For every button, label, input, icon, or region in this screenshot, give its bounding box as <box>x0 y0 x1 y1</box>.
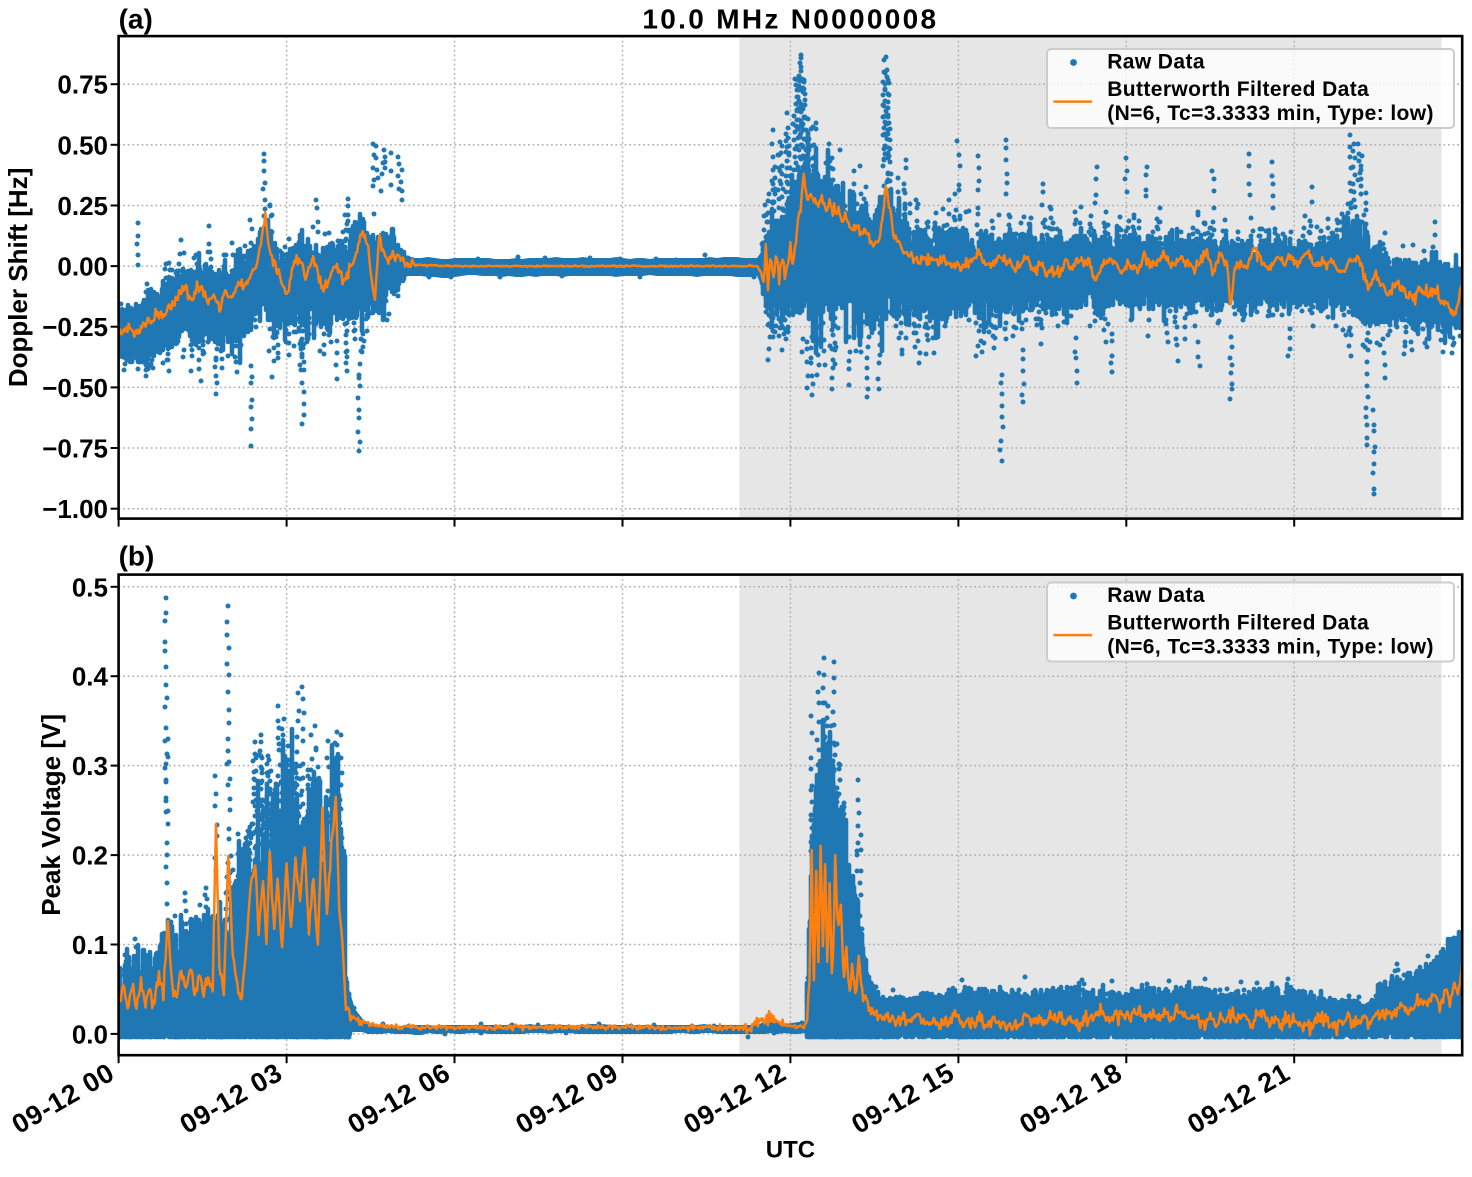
svg-text:−0.75: −0.75 <box>42 434 108 464</box>
svg-text:0.2: 0.2 <box>72 841 108 871</box>
svg-text:0.50: 0.50 <box>57 130 108 160</box>
svg-text:(N=6, Tc=3.3333 min, Type: low: (N=6, Tc=3.3333 min, Type: low) <box>1107 635 1434 658</box>
svg-text:Butterworth Filtered Data: Butterworth Filtered Data <box>1107 612 1369 635</box>
svg-text:0.5: 0.5 <box>72 572 108 602</box>
svg-text:Butterworth Filtered Data: Butterworth Filtered Data <box>1107 78 1369 101</box>
svg-text:Raw Data: Raw Data <box>1107 584 1205 607</box>
svg-text:(N=6, Tc=3.3333 min, Type: low: (N=6, Tc=3.3333 min, Type: low) <box>1107 102 1434 125</box>
svg-text:−0.50: −0.50 <box>42 373 108 403</box>
svg-text:0.4: 0.4 <box>72 662 109 692</box>
svg-text:Doppler Shift [Hz]: Doppler Shift [Hz] <box>3 168 33 388</box>
svg-text:−1.00: −1.00 <box>42 494 108 524</box>
svg-text:(b): (b) <box>119 541 155 572</box>
svg-text:UTC: UTC <box>766 1137 815 1164</box>
svg-text:10.0 MHz N0000008: 10.0 MHz N0000008 <box>642 4 938 35</box>
svg-text:(a): (a) <box>119 4 153 35</box>
svg-text:Raw Data: Raw Data <box>1107 51 1205 74</box>
svg-text:0.3: 0.3 <box>72 751 108 781</box>
svg-text:0.0: 0.0 <box>72 1019 108 1049</box>
svg-text:0.1: 0.1 <box>72 930 108 960</box>
svg-text:0.00: 0.00 <box>57 252 108 282</box>
svg-text:0.75: 0.75 <box>57 70 108 100</box>
svg-text:−0.25: −0.25 <box>42 312 108 342</box>
svg-text:0.25: 0.25 <box>57 191 108 221</box>
svg-text:Peak Voltage [V]: Peak Voltage [V] <box>36 714 66 916</box>
